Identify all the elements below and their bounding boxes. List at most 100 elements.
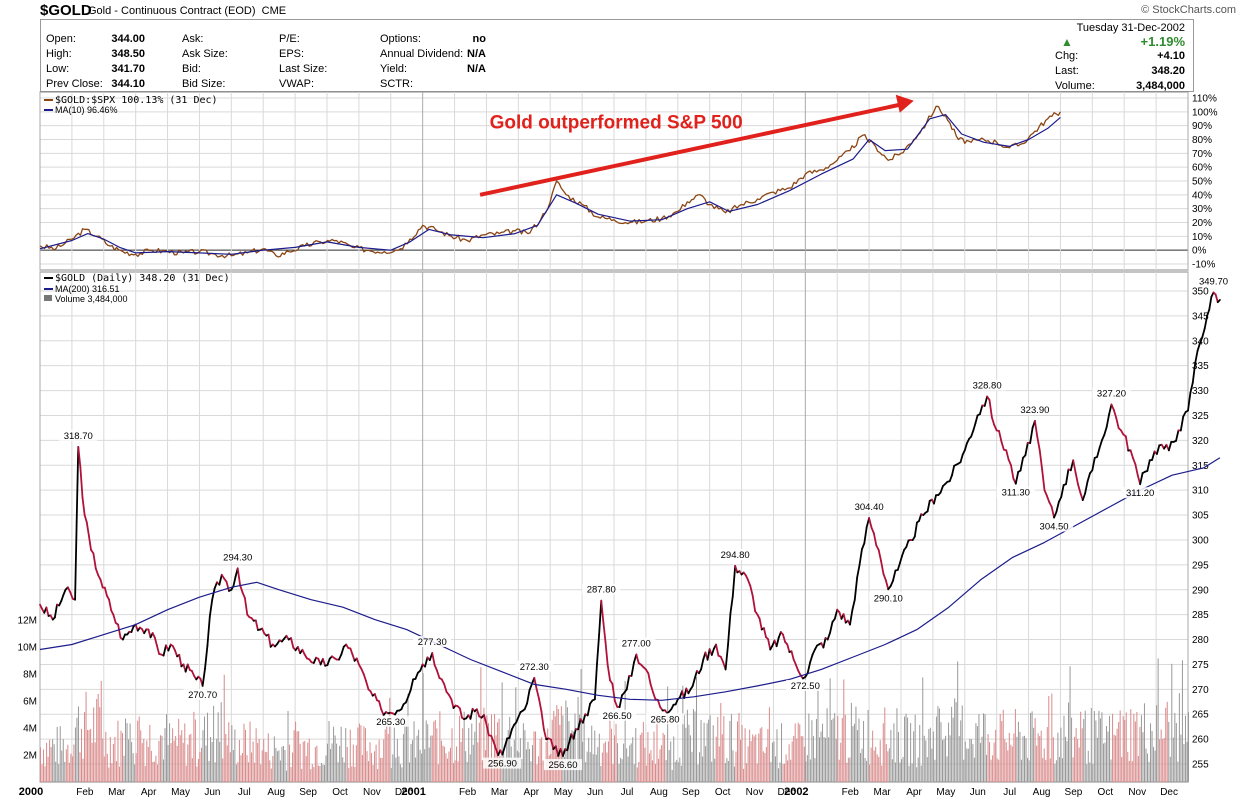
volume-bar	[878, 756, 880, 782]
x-tick-label: Oct	[715, 787, 731, 798]
rs-y-tick-label: 110%	[1192, 94, 1217, 105]
volume-bar	[691, 751, 693, 782]
volume-bar	[876, 754, 878, 782]
volume-bar	[377, 769, 379, 782]
volume-bar	[1071, 717, 1073, 782]
volume-bar	[59, 726, 61, 782]
volume-bar	[1175, 723, 1177, 782]
volume-bar	[551, 719, 553, 782]
volume-bar	[1119, 710, 1121, 782]
volume-bar	[234, 729, 236, 782]
volume-bar	[399, 764, 401, 782]
volume-bar	[809, 759, 811, 782]
price-segment	[983, 395, 988, 407]
volume-bar	[1095, 720, 1097, 782]
x-tick-label: Mar	[873, 787, 891, 798]
x-tick-label: Aug	[650, 787, 668, 798]
volume-bar	[1078, 747, 1080, 782]
volume-bar	[788, 744, 790, 782]
volume-bar	[729, 720, 731, 782]
yield-label: Yield:	[380, 63, 408, 75]
volume-bar	[1166, 701, 1168, 782]
volume-bar	[273, 736, 275, 782]
price-segment	[863, 526, 868, 545]
price-segment	[853, 576, 859, 601]
volume-bar	[703, 722, 705, 782]
price-segment	[1072, 459, 1077, 474]
volume-bar	[152, 761, 154, 782]
volume-bar	[1020, 759, 1022, 782]
x-tick-label: Jun	[204, 787, 220, 798]
price-segment	[833, 608, 839, 620]
volume-bar	[339, 745, 341, 782]
price-legend-gold: $GOLD (Daily) 348.20 (31 Dec)	[55, 273, 230, 284]
volume-bar	[1077, 739, 1079, 782]
volume-bar	[185, 765, 187, 782]
volume-bar	[686, 709, 688, 782]
volume-bar	[1184, 715, 1186, 782]
volume-bar	[823, 737, 825, 782]
price-segment	[208, 598, 214, 618]
price-segment	[1191, 362, 1197, 384]
source-credit[interactable]: © StockCharts.com	[1141, 4, 1236, 16]
price-segment	[786, 643, 791, 653]
rs-y-tick-label: 90%	[1192, 121, 1212, 132]
price-segment	[1132, 457, 1137, 466]
volume-bar	[662, 732, 664, 782]
volume-bar	[585, 762, 587, 782]
volume-bar	[381, 757, 383, 782]
volume-bar	[222, 758, 224, 782]
volume-bar	[460, 741, 462, 782]
volume-bar	[161, 735, 163, 782]
price-segment	[861, 542, 866, 551]
annotation-arrow-head	[895, 94, 914, 113]
price-segment	[870, 526, 875, 535]
volume-bar	[187, 744, 189, 782]
volume-bar	[770, 762, 772, 782]
price-label: 256.90	[488, 759, 517, 770]
volume-bar	[472, 744, 474, 782]
volume-bar	[468, 728, 470, 782]
volume-bar	[451, 728, 453, 782]
volume-bar	[155, 755, 157, 782]
volume-bar	[58, 764, 60, 782]
price-segment	[606, 663, 611, 682]
volume-bar	[509, 716, 511, 782]
price-segment	[731, 564, 737, 598]
price-segment	[706, 648, 711, 661]
volume-bar	[322, 764, 324, 782]
pct-change: +1.19%	[1140, 34, 1185, 49]
volume-bar	[926, 757, 928, 782]
volume-bar	[448, 751, 450, 782]
volume-bar	[1057, 732, 1059, 782]
volume-bar	[815, 718, 817, 782]
volume-bar	[668, 750, 670, 782]
price-segment	[1050, 505, 1055, 519]
volume-bar	[465, 751, 467, 782]
volume-bar	[378, 739, 380, 782]
price-segment	[535, 688, 540, 700]
price-segment	[60, 594, 65, 602]
volume-y-tick-label: 10M	[18, 643, 37, 654]
volume-bar	[1049, 758, 1051, 782]
x-tick-label: Nov	[1128, 787, 1146, 798]
price-segment	[1134, 463, 1139, 477]
volume-bar	[714, 758, 716, 782]
volume-bar	[896, 708, 898, 782]
volume-bar	[134, 764, 136, 782]
price-segment	[719, 655, 725, 664]
price-segment	[959, 453, 964, 464]
price-segment	[826, 631, 831, 641]
volume-bar	[782, 764, 784, 782]
volume-bar	[491, 714, 492, 782]
volume-bar	[386, 722, 388, 782]
volume-bar	[1075, 728, 1077, 782]
volume-bar	[633, 764, 635, 782]
volume-bar	[284, 750, 286, 782]
price-segment	[162, 644, 167, 657]
volume-bar	[963, 759, 965, 782]
volume-bar	[650, 750, 652, 782]
volume-bar	[295, 721, 297, 782]
price-y-tick-label: 330	[1192, 386, 1209, 397]
price-segment	[213, 581, 218, 590]
